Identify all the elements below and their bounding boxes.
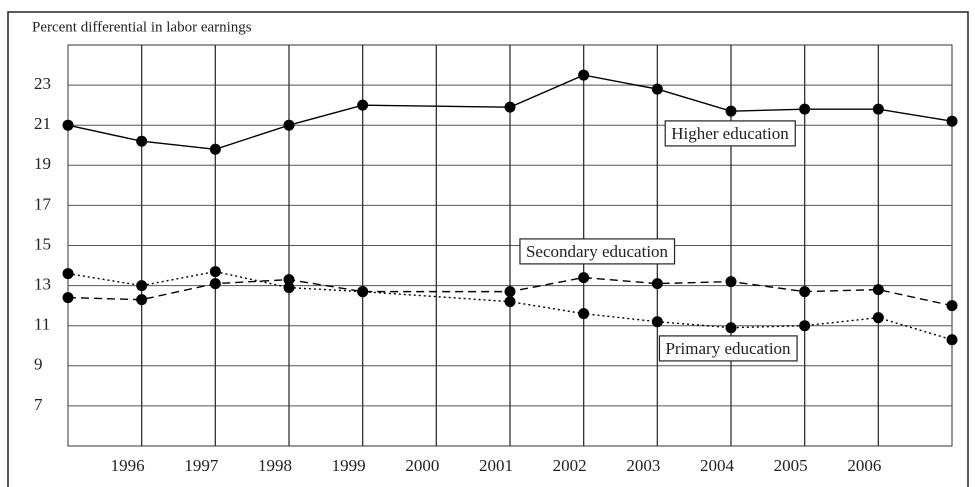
series-line [67, 270, 953, 341]
data-point [136, 294, 148, 306]
data-point [872, 284, 884, 296]
x-tick-label: 2002 [553, 456, 587, 475]
data-point [283, 274, 295, 286]
y-tick-label: 11 [34, 315, 50, 334]
data-point [504, 296, 516, 308]
data-point [651, 83, 663, 95]
data-point [725, 105, 737, 117]
y-tick-label: 21 [34, 114, 51, 133]
data-point [578, 69, 590, 81]
data-point [725, 276, 737, 288]
series-label: Primary education [658, 335, 798, 362]
data-point [651, 278, 663, 290]
data-point [283, 119, 295, 131]
y-tick-label: 15 [34, 234, 51, 253]
x-tick-label: 1998 [258, 456, 292, 475]
x-tick-label: 2000 [405, 456, 439, 475]
x-tick-label: 2004 [700, 456, 735, 475]
data-point [578, 272, 590, 284]
data-point [578, 308, 590, 320]
data-point [209, 278, 221, 290]
series-label-text: Primary education [665, 339, 791, 358]
series-label: Secondary education [519, 238, 676, 265]
series-label-text: Higher education [671, 124, 789, 143]
data-point [799, 286, 811, 298]
y-tick-label: 7 [34, 395, 43, 414]
data-point [283, 282, 295, 294]
y-tick-label: 13 [34, 275, 51, 294]
data-point [651, 316, 663, 328]
series-label-box [519, 238, 676, 265]
y-tick-label: 23 [34, 74, 51, 93]
data-point [946, 115, 958, 127]
x-tick-label: 1997 [184, 456, 219, 475]
data-point [504, 286, 516, 298]
x-tick-label: 2005 [774, 456, 808, 475]
data-point [357, 286, 369, 298]
series-label: Higher education [664, 120, 796, 147]
series-label-text: Secondary education [526, 242, 669, 261]
data-point [872, 103, 884, 115]
data-point [62, 119, 74, 131]
data-point [62, 268, 74, 280]
data-point [62, 292, 74, 304]
data-point [136, 135, 148, 147]
data-point [357, 99, 369, 111]
data-point [799, 320, 811, 332]
y-tick-label: 17 [34, 194, 52, 213]
x-tick-label: 2006 [847, 456, 881, 475]
data-point [209, 143, 221, 155]
data-point [209, 266, 221, 278]
series-label-box [658, 335, 798, 362]
x-tick-label: 1999 [332, 456, 366, 475]
data-point [799, 103, 811, 115]
x-tick-label: 1996 [111, 456, 145, 475]
data-point [136, 280, 148, 292]
y-tick-label: 9 [34, 355, 43, 374]
y-tick-label: 19 [34, 154, 51, 173]
data-point [872, 312, 884, 324]
data-point [504, 101, 516, 113]
x-tick-label: 2003 [626, 456, 660, 475]
x-tick-label: 2001 [479, 456, 513, 475]
series-line [67, 74, 953, 150]
frame [7, 11, 969, 487]
data-point [946, 334, 958, 346]
data-point [725, 322, 737, 334]
series-line [67, 276, 953, 307]
chart-title: Percent differential in labor earnings [32, 19, 252, 35]
data-point [946, 300, 958, 312]
series-label-box [664, 120, 796, 147]
